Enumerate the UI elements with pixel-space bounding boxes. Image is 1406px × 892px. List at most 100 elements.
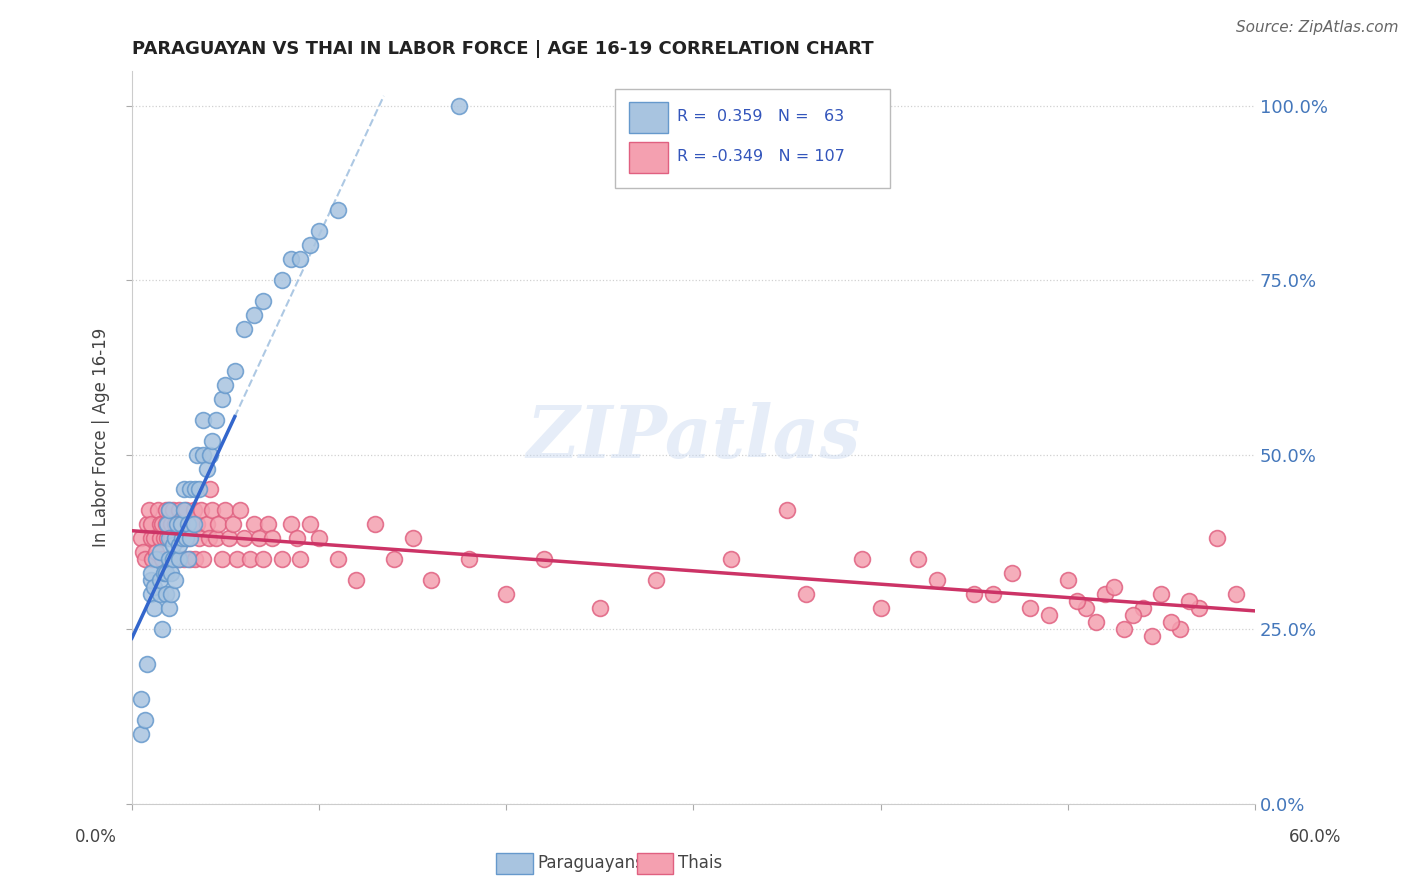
Point: [224, 364, 246, 378]
Point: [143, 531, 166, 545]
Point: [163, 573, 186, 587]
Point: [149, 517, 172, 532]
Point: [925, 573, 948, 587]
Point: [963, 587, 986, 601]
Point: [157, 531, 180, 545]
Point: [257, 517, 280, 532]
Point: [382, 552, 405, 566]
Point: [135, 657, 157, 671]
Point: [270, 273, 292, 287]
Point: [326, 552, 349, 566]
Point: [401, 531, 423, 545]
Point: [1206, 531, 1229, 545]
Point: [184, 483, 207, 497]
Point: [981, 587, 1004, 601]
Point: [229, 503, 252, 517]
Point: [162, 503, 184, 517]
Point: [326, 203, 349, 218]
Point: [152, 566, 174, 581]
Point: [149, 573, 172, 587]
Point: [177, 531, 200, 545]
FancyBboxPatch shape: [630, 103, 668, 133]
Point: [166, 517, 188, 532]
Point: [163, 531, 186, 545]
Point: [211, 552, 233, 566]
Y-axis label: In Labor Force | Age 16-19: In Labor Force | Age 16-19: [93, 327, 110, 547]
Point: [298, 517, 321, 532]
Point: [205, 412, 228, 426]
Point: [191, 448, 214, 462]
Point: [172, 531, 194, 545]
Point: [160, 587, 183, 601]
Point: [157, 552, 180, 566]
Point: [188, 483, 211, 497]
Point: [129, 691, 152, 706]
Point: [280, 517, 302, 532]
Point: [149, 531, 172, 545]
Point: [135, 517, 157, 532]
Point: [143, 580, 166, 594]
Point: [163, 517, 186, 532]
Point: [156, 517, 179, 532]
Point: [179, 531, 201, 545]
Point: [162, 538, 184, 552]
Point: [190, 503, 212, 517]
Point: [183, 503, 205, 517]
Point: [167, 552, 190, 566]
Point: [150, 517, 173, 532]
Point: [201, 434, 224, 448]
Point: [239, 552, 262, 566]
Point: [167, 538, 190, 552]
Text: PARAGUAYAN VS THAI IN LABOR FORCE | AGE 16-19 CORRELATION CHART: PARAGUAYAN VS THAI IN LABOR FORCE | AGE …: [132, 40, 873, 58]
Point: [157, 503, 180, 517]
Point: [173, 503, 195, 517]
Point: [1019, 601, 1042, 615]
Point: [207, 517, 229, 532]
Point: [247, 531, 270, 545]
Point: [449, 98, 471, 112]
Point: [129, 727, 152, 741]
Point: [457, 552, 479, 566]
Point: [160, 517, 183, 532]
Point: [1132, 601, 1154, 615]
Point: [1056, 573, 1078, 587]
Point: [155, 503, 177, 517]
Point: [1076, 601, 1098, 615]
Point: [589, 601, 612, 615]
Point: [280, 252, 302, 266]
Point: [162, 552, 184, 566]
Point: [162, 552, 184, 566]
Point: [179, 483, 201, 497]
Point: [308, 224, 330, 238]
Point: [270, 552, 292, 566]
Point: [155, 566, 177, 581]
Point: [179, 552, 201, 566]
Point: [1122, 608, 1144, 623]
Point: [205, 531, 228, 545]
Point: [167, 552, 190, 566]
Point: [1094, 587, 1116, 601]
Point: [218, 531, 240, 545]
Point: [195, 461, 218, 475]
Point: [167, 503, 190, 517]
Point: [183, 517, 205, 532]
Point: [157, 503, 180, 517]
Point: [146, 503, 169, 517]
Point: [290, 252, 312, 266]
Text: Thais: Thais: [678, 855, 721, 872]
Point: [138, 503, 160, 517]
FancyBboxPatch shape: [614, 89, 890, 188]
Point: [1066, 594, 1088, 608]
Point: [197, 531, 219, 545]
Point: [1150, 587, 1173, 601]
Point: [495, 587, 517, 601]
Text: Source: ZipAtlas.com: Source: ZipAtlas.com: [1236, 20, 1399, 35]
Point: [169, 517, 191, 532]
Point: [200, 483, 222, 497]
Point: [298, 238, 321, 252]
Point: [139, 566, 162, 581]
Point: [139, 573, 162, 587]
Point: [851, 552, 873, 566]
Text: R = -0.349   N = 107: R = -0.349 N = 107: [676, 149, 845, 164]
Point: [1160, 615, 1182, 629]
